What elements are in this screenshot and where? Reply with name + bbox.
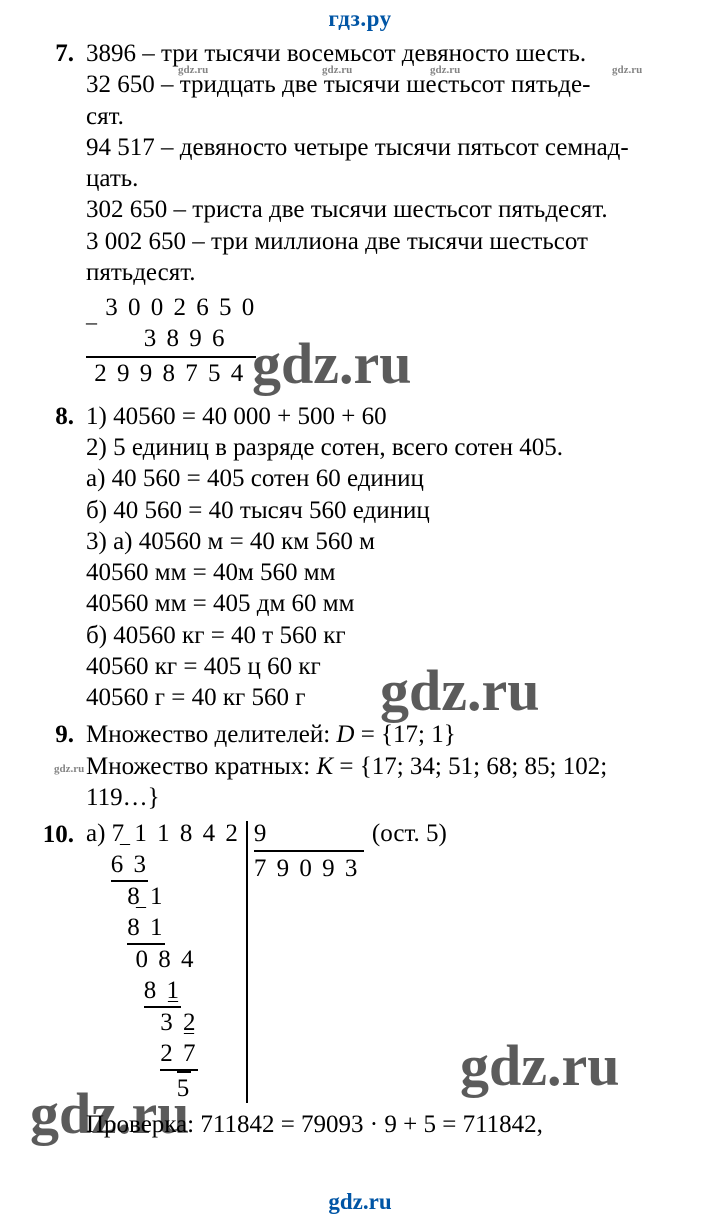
p7-line7: 3 002 650 – три миллиона две тысячи шест… xyxy=(86,226,682,257)
p8-line6: 40560 мм = 40м 560 мм xyxy=(86,557,682,588)
p8-line2: 2) 5 единиц в разряде сотен, всего сотен… xyxy=(86,432,682,463)
p10-dividend: 7 1 1 8 4 2 xyxy=(112,820,240,847)
p7-line1: 3896 – три тысячи восемьсот девяносто ше… xyxy=(86,38,682,69)
problem-10: 10. а) –7 1 1 8 4 2 6 3 – 8 1 8 1 0 8 4 … xyxy=(38,819,682,1140)
problem-9-body: Множество делителей: D = {17; 1} Множест… xyxy=(86,719,682,813)
problem-7: 7. 3896 – три тысячи восемьсот девяносто… xyxy=(38,38,682,391)
p10-row2: 6 3 xyxy=(111,850,148,883)
p9-l1b: D xyxy=(336,721,354,748)
p8-line1: 1) 40560 = 40 000 + 500 + 60 xyxy=(86,401,682,432)
p7-line3: сят. xyxy=(86,101,682,132)
p9-line3: 119…} xyxy=(86,782,682,813)
p10-row5: 0 8 4 xyxy=(136,946,196,973)
p9-l2b: K xyxy=(316,753,333,780)
p10-div-right: 9 (ост. 5) 7 9 0 9 3 xyxy=(248,819,447,884)
p10-label-a: а) xyxy=(86,820,112,847)
p7-line5: цать. xyxy=(86,163,682,194)
problem-8-number: 8. xyxy=(38,401,86,432)
p7-sub-top: 3 0 0 2 6 5 0 xyxy=(97,294,256,321)
page-footer: gdz.ru xyxy=(0,1189,720,1215)
p9-l1a: Множество делителей: xyxy=(86,721,336,748)
p9-line1: Множество делителей: D = {17; 1} xyxy=(86,719,682,750)
p9-l2c: = {17; 34; 51; 68; 85; 102; xyxy=(333,753,607,780)
p10-row4: 8 1 xyxy=(127,913,164,946)
p7-subtraction: – 3 0 0 2 6 5 0 3 8 9 6 2 9 9 8 7 5 4 xyxy=(86,292,256,389)
p7-sub-result: 2 9 9 8 7 5 4 xyxy=(86,358,256,389)
p8-line3: а) 40 560 = 405 сотен 60 единиц xyxy=(86,463,682,494)
p8-line10: 40560 г = 40 кг 560 г xyxy=(86,682,682,713)
problem-9: 9. Множество делителей: D = {17; 1} Множ… xyxy=(38,719,682,813)
page: гдз.ру gdz.ru gdz.ru gdz.ru gdz.ru gdz.r… xyxy=(0,0,720,1219)
problem-10-number: 10. xyxy=(38,819,86,850)
problem-10-body: а) –7 1 1 8 4 2 6 3 – 8 1 8 1 0 8 4 – 8 … xyxy=(86,819,682,1140)
p8-line9: 40560 кг = 405 ц 60 кг xyxy=(86,651,682,682)
problem-7-body: 3896 – три тысячи восемьсот девяносто ше… xyxy=(86,38,682,391)
problem-9-number: 9. xyxy=(38,719,86,750)
p10-check: Проверка: 711842 = 79093 · 9 + 5 = 71184… xyxy=(86,1109,682,1140)
p10-divisor: 9 xyxy=(254,819,364,852)
problem-7-number: 7. xyxy=(38,38,86,69)
p7-line2: 32 650 – тридцать две тысячи шестьсот пя… xyxy=(86,69,682,100)
p7-line8: пятьдесят. xyxy=(86,257,682,288)
p10-row9: 5 xyxy=(177,1071,192,1105)
p10-remainder: (ост. 5) xyxy=(372,820,447,847)
p9-l2a: Множество кратных: xyxy=(86,753,316,780)
p10-div-left: а) –7 1 1 8 4 2 6 3 – 8 1 8 1 0 8 4 – 8 … xyxy=(86,819,240,1105)
p8-line5: 3) а) 40560 м = 40 км 560 м xyxy=(86,526,682,557)
p7-line4: 94 517 – девяносто четыре тысячи пятьсот… xyxy=(86,132,682,163)
p10-row8: 2 7 xyxy=(160,1039,197,1072)
p9-line2: Множество кратных: K = {17; 34; 51; 68; … xyxy=(86,751,682,782)
p10-division: а) –7 1 1 8 4 2 6 3 – 8 1 8 1 0 8 4 – 8 … xyxy=(86,819,682,1105)
p7-sub-bottom: 3 8 9 6 xyxy=(86,323,256,354)
p9-l1c: = {17; 1} xyxy=(354,721,455,748)
p8-line4: б) 40 560 = 40 тысяч 560 единиц xyxy=(86,495,682,526)
problem-8: 8. 1) 40560 = 40 000 + 500 + 60 2) 5 еди… xyxy=(38,401,682,714)
p8-line7: 40560 мм = 405 дм 60 мм xyxy=(86,588,682,619)
p7-line6: 302 650 – триста две тысячи шестьсот пят… xyxy=(86,194,682,225)
problem-8-body: 1) 40560 = 40 000 + 500 + 60 2) 5 единиц… xyxy=(86,401,682,714)
page-header: гдз.ру xyxy=(38,0,682,36)
p10-quotient: 7 9 0 9 3 xyxy=(254,852,447,885)
p8-line8: б) 40560 кг = 40 т 560 кг xyxy=(86,620,682,651)
